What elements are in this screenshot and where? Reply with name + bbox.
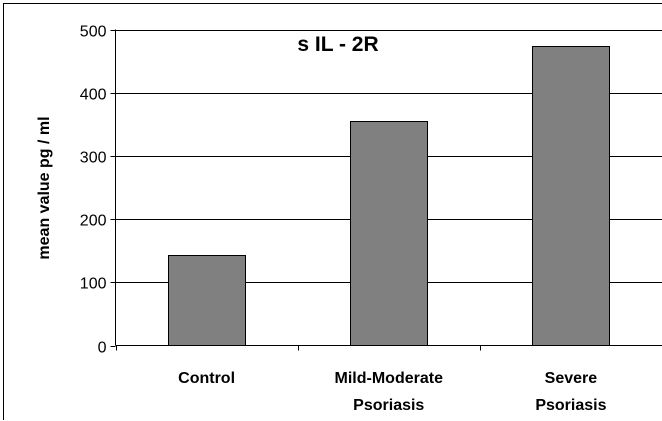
x-ticks <box>116 345 481 351</box>
y-ticks <box>110 30 116 347</box>
category-label: Severe <box>545 370 598 387</box>
category-labels: Control Mild-Moderate Psoriasis Severe Psori… <box>178 370 606 414</box>
y-tick-label: 200 <box>80 213 107 230</box>
y-tick-label: 500 <box>80 24 107 41</box>
category-label: Control <box>178 370 235 387</box>
bar <box>350 121 428 346</box>
y-tick-labels: 0 100 200 300 400 500 <box>80 24 107 357</box>
category-label: Psoriasis <box>353 397 424 414</box>
y-axis-label: mean value pg / ml <box>36 116 53 259</box>
y-tick-label: 100 <box>80 276 107 293</box>
category-label: Psoriasis <box>535 397 606 414</box>
chart-area-border <box>3 3 662 420</box>
y-tick-label: 0 <box>98 340 107 357</box>
bar <box>168 255 246 346</box>
y-tick-label: 300 <box>80 150 107 167</box>
bar <box>532 46 610 346</box>
y-tick-label: 400 <box>80 87 107 104</box>
category-label: Mild-Moderate <box>335 370 444 387</box>
chart-title: s IL - 2R <box>297 33 378 56</box>
bars <box>168 46 610 346</box>
